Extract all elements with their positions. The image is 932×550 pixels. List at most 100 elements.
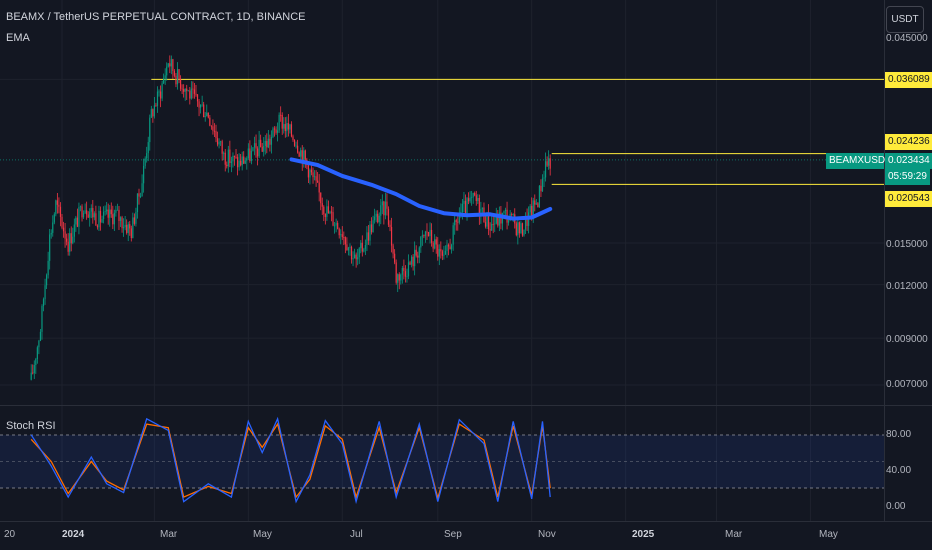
candle-body [384, 201, 386, 216]
candle-body [35, 359, 37, 365]
candle-body [387, 208, 390, 225]
candle-body [361, 242, 363, 252]
candle-body [215, 131, 217, 139]
candle-body [47, 260, 49, 276]
candle-body [264, 140, 266, 146]
candle-body [209, 117, 211, 126]
candle-body [226, 164, 228, 167]
candle-body [212, 126, 214, 131]
candle-body [526, 216, 528, 226]
candle-body [523, 229, 525, 236]
candle-body [190, 88, 192, 99]
candle-body [129, 224, 131, 229]
candle-body [549, 158, 551, 169]
candle-body [355, 254, 357, 260]
candle-body [263, 145, 265, 152]
candle-body [201, 104, 203, 106]
candle-body [266, 140, 268, 148]
candle-body [435, 239, 437, 245]
candle-body [216, 138, 219, 145]
candle-body [304, 150, 306, 160]
candle-body [152, 109, 154, 117]
candle-body [484, 222, 487, 227]
candle-body [487, 212, 490, 230]
candle-body [403, 268, 405, 272]
candle-body [240, 160, 242, 166]
candle-body [189, 90, 191, 99]
candle-body [75, 217, 77, 225]
candle-body [178, 69, 180, 80]
candle-body [392, 245, 394, 254]
candle-body [301, 150, 303, 164]
candle-body [335, 222, 337, 226]
candle-body [298, 152, 300, 157]
time-tick: Jul [350, 529, 363, 540]
price-tick: 0.007000 [886, 379, 928, 390]
candle-body [280, 114, 282, 116]
candle-body [126, 224, 128, 233]
candle-body [417, 255, 419, 258]
stoch-rsi-label[interactable]: Stoch RSI [6, 420, 56, 432]
candle-body [124, 224, 126, 228]
candle-body [366, 232, 368, 245]
candle-body [383, 201, 385, 216]
candle-body [524, 216, 527, 230]
candle-body [444, 250, 447, 255]
candle-body [32, 372, 34, 374]
candle-body [255, 143, 257, 149]
candle-body [309, 169, 311, 178]
bar-countdown-label: 05:59:29 [885, 169, 930, 185]
candle-body [464, 200, 467, 214]
candle-body [300, 150, 302, 157]
candle-body [293, 140, 296, 146]
candle-body [84, 210, 86, 214]
candle-body [489, 229, 491, 231]
candle-body [374, 216, 376, 221]
candle-body [386, 201, 388, 209]
candle-body [321, 203, 323, 207]
ticker-title[interactable]: BEAMX / TetherUS PERPETUAL CONTRACT, 1D,… [6, 11, 306, 23]
candle-body [72, 236, 74, 244]
currency-button[interactable]: USDT [886, 6, 924, 33]
candle-body [130, 228, 132, 239]
candle-body [95, 213, 97, 226]
candle-body [250, 150, 253, 161]
candle-body [443, 254, 445, 256]
candle-body [50, 232, 52, 235]
candle-body [159, 91, 162, 99]
candle-body [155, 105, 157, 107]
candle-body [56, 200, 58, 205]
candle-body [158, 91, 160, 93]
candle-body [357, 257, 359, 260]
candle-body [147, 142, 149, 154]
ema-indicator-label[interactable]: EMA [6, 32, 30, 44]
candle-body [200, 104, 202, 108]
candle-body [318, 182, 320, 193]
candle-body [398, 274, 400, 281]
candle-body [463, 200, 465, 204]
candle-body [121, 217, 123, 229]
candle-body [93, 213, 95, 218]
candle-body [370, 224, 373, 233]
candle-body [193, 89, 196, 94]
candle-body [224, 152, 226, 165]
candle-body [520, 223, 522, 234]
candle-body [170, 59, 172, 67]
candle-body [290, 124, 293, 137]
time-tick: 2024 [62, 529, 85, 540]
price-tick-top: 0.045000 [886, 33, 928, 44]
price-tick: 0.009000 [886, 334, 928, 345]
candle-body [407, 262, 410, 277]
candle-body [284, 124, 286, 132]
candle-body [82, 213, 85, 218]
candle-body [141, 183, 143, 197]
time-tick: Nov [538, 529, 556, 540]
candle-body [491, 223, 493, 231]
candle-body [481, 207, 484, 209]
candle-body [418, 247, 420, 258]
candle-body [344, 237, 346, 245]
candle-body [286, 123, 288, 132]
candle-body [233, 155, 236, 158]
candle-body [546, 161, 548, 166]
